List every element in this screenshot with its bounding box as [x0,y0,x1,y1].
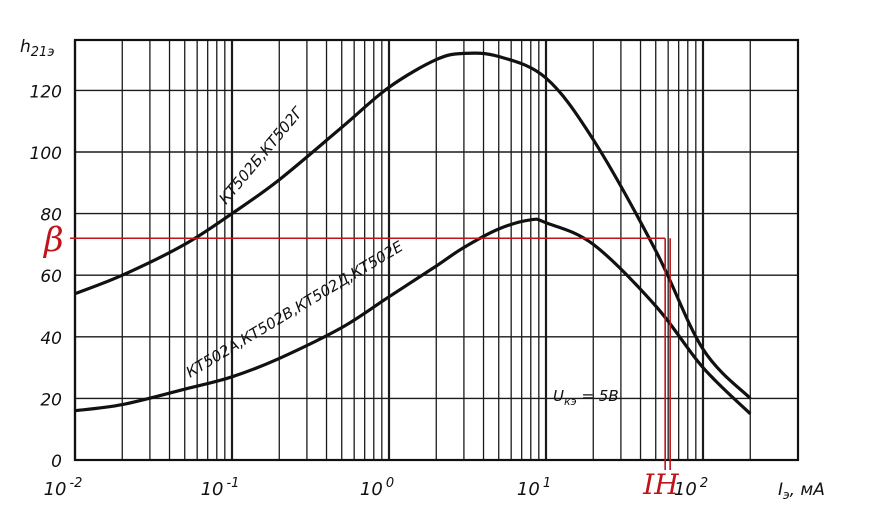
grid [73,40,798,460]
x-tick-label: 10 1 [517,476,551,500]
y-axis-label: h21э [20,37,54,60]
annotation-uke: Uкэ = 5В [553,387,619,408]
y-tick-label: 20 [40,390,62,410]
series-line-2 [74,217,752,415]
x-tick-label: 10 -1 [201,476,240,500]
curves [74,51,752,415]
x-tick-label: 10 0 [360,476,394,500]
operating-point: β IН [42,220,679,501]
x-axis-label: Iэ, мА [778,480,825,502]
y-tick-label: 80 [40,206,62,226]
y-tick-label: 100 [30,144,62,164]
y-tick-label: 60 [40,267,62,287]
labels: 0 20 40 60 80 100 120 h21э 10 -2 10 -1 10 0 10 1 10 2 Iэ, … [20,37,825,502]
plot-frame [73,38,800,462]
y-tick-label: 40 [40,329,62,349]
y-tick-label: 120 [30,82,62,102]
beta-label: β [42,220,64,260]
in-label: IН [642,468,679,501]
y-tick-label: 0 [51,452,62,472]
x-tick-label: 10 -2 [44,476,83,500]
series-line-1 [74,51,752,400]
x-tick-label: 10 2 [674,476,708,500]
